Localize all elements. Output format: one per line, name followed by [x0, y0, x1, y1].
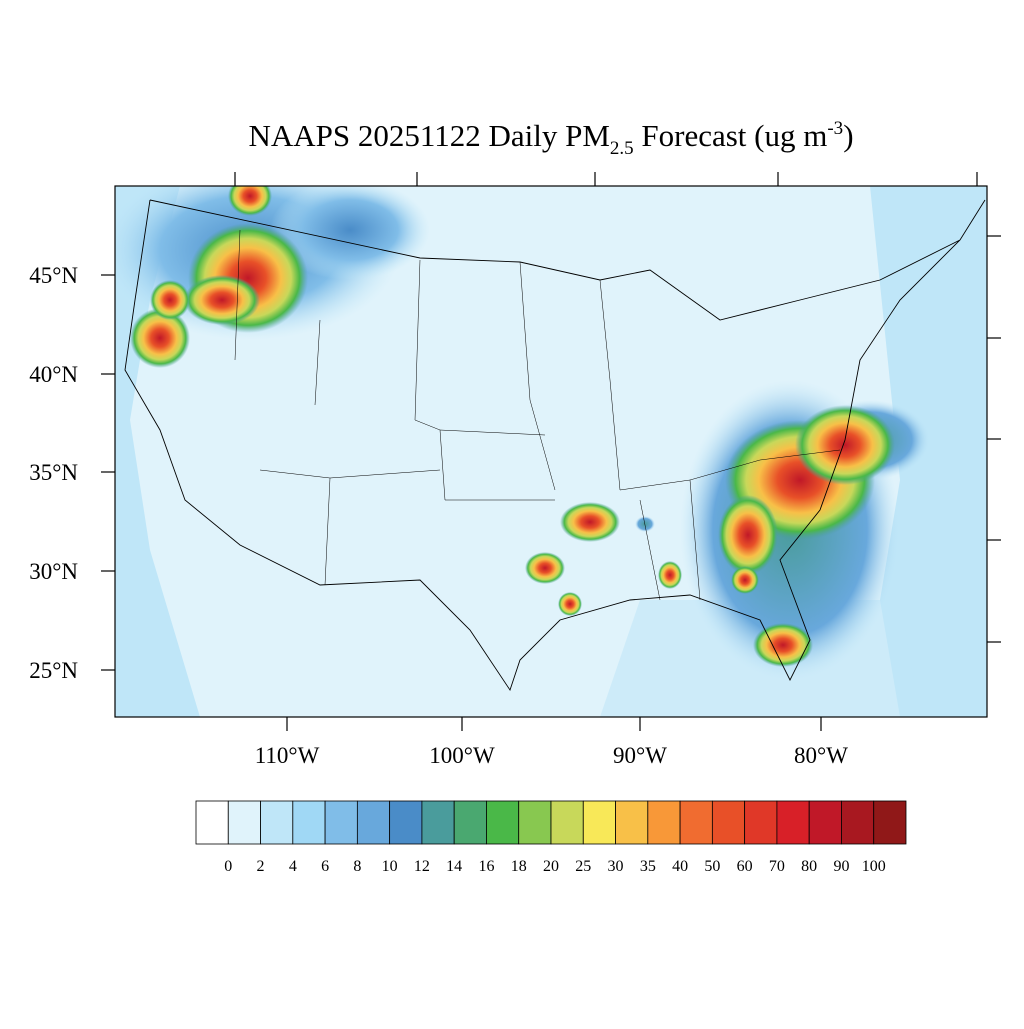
colorbar-box	[421, 800, 455, 845]
latitude-label: 45°N	[29, 263, 78, 288]
colorbar-label: 50	[704, 858, 720, 875]
colorbar-box	[647, 800, 681, 845]
colorbar-label: 60	[737, 858, 753, 875]
latitude-label: 25°N	[29, 658, 78, 683]
longitude-label: 110°W	[255, 743, 320, 768]
colorbar-box	[486, 800, 520, 845]
colorbar-label: 6	[321, 858, 329, 875]
colorbar-label: 14	[446, 858, 462, 875]
colorbar-label: 35	[640, 858, 656, 875]
title-subscript: 2.5	[610, 138, 634, 159]
colorbar-box	[615, 800, 649, 845]
colorbar-box	[260, 800, 294, 845]
title-superscript: -3	[827, 118, 843, 139]
colorbar-box	[582, 800, 616, 845]
colorbar-label: 18	[511, 858, 527, 875]
title-middle: Forecast (ug m	[634, 118, 828, 153]
colorbar-label: 40	[672, 858, 688, 875]
colorbar-box	[324, 800, 358, 845]
map-frame	[114, 185, 988, 718]
colorbar-box	[518, 800, 552, 845]
colorbar-label: 100	[862, 858, 886, 875]
colorbar-box	[292, 800, 326, 845]
colorbar-label: 10	[382, 858, 398, 875]
colorbar-box	[227, 800, 261, 845]
colorbar-box	[356, 800, 391, 845]
colorbar-box	[776, 800, 810, 845]
colorbar-box	[744, 800, 778, 845]
colorbar-label: 16	[478, 858, 494, 875]
colorbar-box	[711, 800, 746, 845]
colorbar-box	[550, 800, 584, 845]
map-field	[115, 186, 987, 717]
frame-ticks	[101, 172, 1001, 731]
colorbar-label: 8	[353, 858, 361, 875]
longitude-label: 100°W	[429, 743, 495, 768]
colorbar-label: 70	[769, 858, 785, 875]
title: NAAPS 20251122 Daily PM2.5 Forecast (ug …	[248, 118, 853, 159]
colorbar-label: 0	[224, 858, 232, 875]
colorbar: 0 2 4 6 8 10 12 14 16 18 20 25 30 35 40 50 60 70 80 90 100	[195, 800, 907, 875]
latitude-label: 35°N	[29, 460, 78, 485]
colorbar-label: 20	[543, 858, 559, 875]
colorbar-box	[873, 800, 907, 845]
latitude-label: 40°N	[29, 362, 78, 387]
title-text: NAAPS 20251122 Daily PM	[248, 118, 609, 153]
axis-labels: 45°N 40°N 35°N 30°N 25°N 110°W 100°W 90°W 80°W	[29, 263, 848, 768]
colorbar-label: 30	[608, 858, 624, 875]
longitude-label: 90°W	[613, 743, 667, 768]
latitude-label: 30°N	[29, 559, 78, 584]
colorbar-box	[841, 800, 875, 845]
colorbar-label: 80	[801, 858, 817, 875]
colorbar-label: 4	[289, 858, 297, 875]
colorbar-box	[808, 800, 842, 845]
longitude-label: 80°W	[794, 743, 848, 768]
colorbar-box	[195, 800, 229, 845]
colorbar-label: 2	[257, 858, 265, 875]
title-end: )	[843, 118, 853, 153]
colorbar-box	[453, 800, 487, 845]
colorbar-label: 12	[414, 858, 430, 875]
colorbar-label: 90	[833, 858, 849, 875]
colorbar-box	[389, 800, 423, 845]
colorbar-label: 25	[575, 858, 591, 875]
colorbar-box	[679, 800, 713, 845]
